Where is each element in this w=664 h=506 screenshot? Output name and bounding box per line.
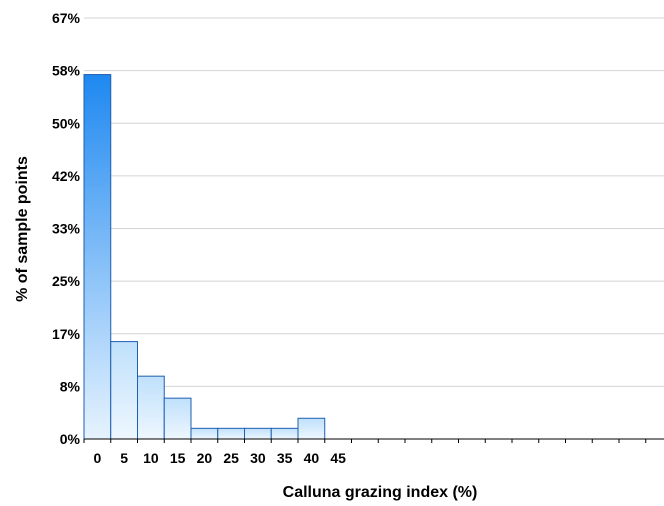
bar bbox=[244, 427, 272, 440]
bar bbox=[110, 341, 138, 440]
x-axis-title: Calluna grazing index (%) bbox=[283, 484, 478, 501]
bar bbox=[297, 417, 326, 440]
y-tick-label: 8% bbox=[60, 378, 81, 394]
x-tick-labels: 0 5 10 15 20 25 30 35 40 45 bbox=[93, 450, 346, 466]
y-tick-label: 58% bbox=[52, 63, 81, 79]
y-tick-label: 50% bbox=[52, 115, 81, 131]
x-tick-label: 0 bbox=[93, 450, 101, 466]
y-tick-labels: 0% 8% 17% 25% 33% 42% 50% 58% 67% bbox=[52, 10, 81, 447]
bar bbox=[190, 427, 219, 440]
y-tick-label: 25% bbox=[52, 273, 81, 289]
grid-lines bbox=[84, 17, 664, 387]
x-tick-label: 40 bbox=[304, 450, 320, 466]
bar bbox=[137, 375, 165, 440]
bars bbox=[83, 74, 326, 440]
y-tick-label: 42% bbox=[52, 168, 81, 184]
y-tick-label: 0% bbox=[60, 431, 81, 447]
x-tick-label: 25 bbox=[223, 450, 239, 466]
axes bbox=[83, 438, 664, 443]
x-tick-label: 20 bbox=[197, 450, 213, 466]
x-tick-label: 45 bbox=[330, 450, 346, 466]
x-tick-label: 35 bbox=[277, 450, 293, 466]
bar bbox=[270, 427, 299, 440]
bar bbox=[163, 397, 192, 440]
y-tick-label: 33% bbox=[52, 221, 81, 237]
x-tick-label: 15 bbox=[170, 450, 186, 466]
y-tick-label: 17% bbox=[52, 326, 81, 342]
y-tick-label: 67% bbox=[52, 10, 81, 26]
bar bbox=[83, 74, 112, 440]
bar bbox=[217, 427, 245, 440]
y-axis-title: % of sample points bbox=[14, 156, 31, 302]
x-tick-label: 30 bbox=[250, 450, 266, 466]
x-tick-label: 5 bbox=[120, 450, 128, 466]
x-tick-label: 10 bbox=[143, 450, 159, 466]
